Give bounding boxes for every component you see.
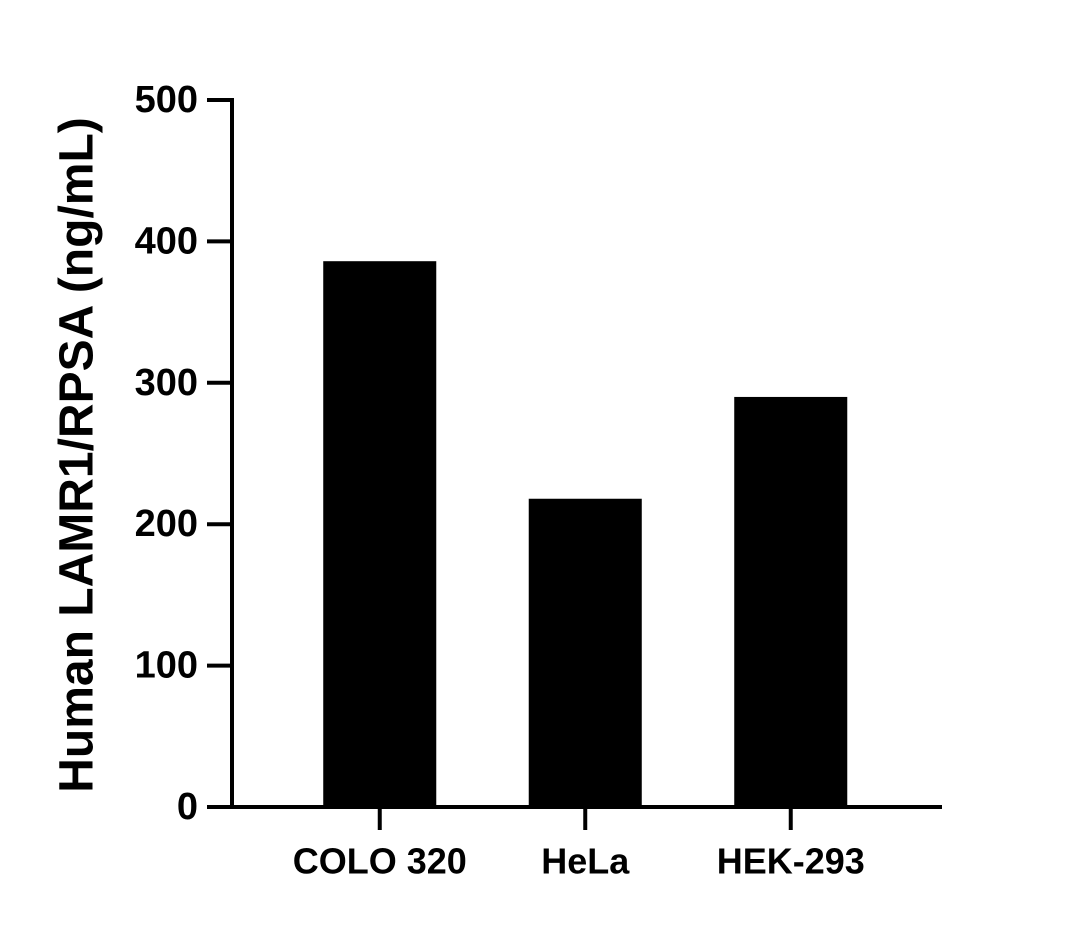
y-tick-label: 100 — [135, 645, 198, 687]
x-tick-label: HeLa — [541, 841, 630, 882]
y-tick-label: 200 — [135, 503, 198, 545]
bar — [734, 396, 848, 807]
y-tick-label: 400 — [135, 220, 198, 262]
y-tick-label: 0 — [177, 786, 198, 828]
x-tick-label: COLO 320 — [293, 841, 467, 882]
bar — [323, 261, 437, 807]
x-tick-label: HEK-293 — [717, 841, 865, 882]
bar — [528, 498, 642, 807]
y-tick-label: 300 — [135, 362, 198, 404]
y-tick-label: 500 — [135, 79, 198, 121]
y-axis-label: Human LAMR1/RPSA (ng/mL) — [51, 117, 104, 793]
